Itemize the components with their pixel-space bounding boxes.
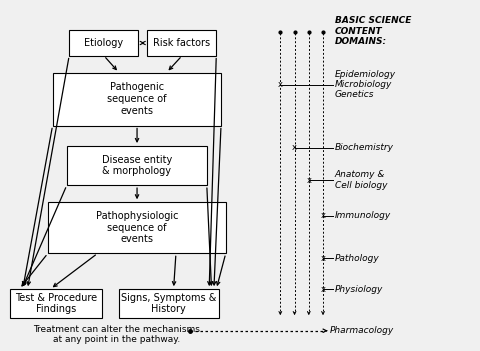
FancyBboxPatch shape — [147, 30, 216, 55]
Text: x: x — [278, 80, 283, 89]
Text: x: x — [306, 176, 312, 185]
FancyBboxPatch shape — [10, 289, 102, 318]
Text: x: x — [321, 254, 325, 263]
Text: Immunology: Immunology — [335, 211, 391, 220]
Text: Treatment can alter the mechanisms
at any point in the pathway.: Treatment can alter the mechanisms at an… — [33, 325, 200, 344]
Text: Disease entity
& morphology: Disease entity & morphology — [102, 155, 172, 176]
FancyBboxPatch shape — [119, 289, 219, 318]
Text: Pathophysiologic
sequence of
events: Pathophysiologic sequence of events — [96, 211, 178, 244]
Text: Epidemiology
Microbiology
Genetics: Epidemiology Microbiology Genetics — [335, 70, 396, 99]
Text: x: x — [321, 285, 325, 294]
Text: Etiology: Etiology — [84, 38, 123, 48]
Text: Pathogenic
sequence of
events: Pathogenic sequence of events — [107, 82, 167, 116]
Text: Biochemistry: Biochemistry — [335, 143, 394, 152]
Text: BASIC SCIENCE
CONTENT
DOMAINS:: BASIC SCIENCE CONTENT DOMAINS: — [335, 16, 411, 46]
Text: Signs, Symptoms &
History: Signs, Symptoms & History — [121, 293, 216, 314]
Text: x: x — [292, 143, 297, 152]
Text: Risk factors: Risk factors — [153, 38, 210, 48]
Text: Physiology: Physiology — [335, 285, 383, 294]
FancyBboxPatch shape — [67, 146, 207, 185]
Text: Pharmacology: Pharmacology — [330, 326, 395, 335]
Text: Anatomy &
Cell biology: Anatomy & Cell biology — [335, 170, 387, 190]
FancyBboxPatch shape — [69, 30, 138, 55]
Text: Test & Procedure
Findings: Test & Procedure Findings — [15, 293, 97, 314]
Text: x: x — [321, 211, 325, 220]
FancyBboxPatch shape — [48, 202, 226, 253]
FancyBboxPatch shape — [53, 73, 221, 126]
Text: Pathology: Pathology — [335, 254, 380, 263]
